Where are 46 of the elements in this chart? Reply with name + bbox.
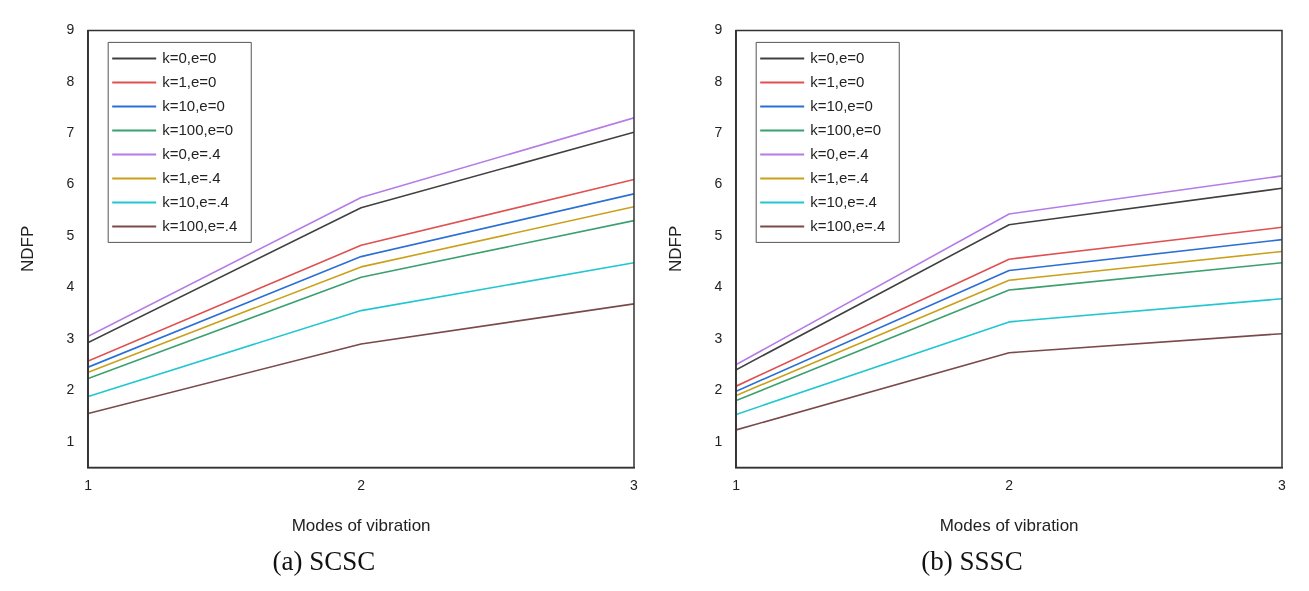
y-tick-label: 7	[714, 124, 723, 141]
x-tick-label: 3	[1278, 476, 1287, 493]
y-tick-label: 5	[714, 226, 723, 243]
y-tick-label: 1	[714, 432, 723, 449]
legend-label: k=1,e=0	[810, 72, 865, 90]
y-tick-label: 2	[714, 381, 723, 398]
legend-label: k=1,e=.4	[810, 168, 869, 186]
y-tick-label: 1	[66, 432, 75, 449]
legend-label: k=100,e=.4	[810, 216, 886, 234]
x-axis-title: Modes of vibration	[291, 516, 431, 536]
legend-label: k=100,e=0	[162, 120, 234, 138]
legend-label: k=0,e=.4	[162, 144, 221, 162]
text: (a) SCSC	[272, 545, 376, 576]
y-tick-label: 7	[66, 124, 75, 141]
legend-label: k=10,e=.4	[810, 192, 877, 210]
x-tick-label: 1	[84, 476, 93, 493]
legend-label: k=0,e=.4	[810, 144, 869, 162]
y-tick-label: 9	[714, 21, 723, 38]
text: (b) SSSC	[921, 545, 1023, 576]
x-tick-label: 2	[1005, 476, 1014, 493]
legend-label: k=1,e=0	[162, 72, 217, 90]
y-axis-title: NDFP	[17, 225, 37, 273]
y-tick-label: 5	[66, 226, 75, 243]
x-tick-label: 2	[357, 476, 366, 493]
y-tick-label: 8	[714, 72, 723, 89]
legend-label: k=100,e=0	[810, 120, 882, 138]
x-tick-label: 3	[630, 476, 639, 493]
x-axis-title: Modes of vibration	[939, 516, 1079, 536]
y-tick-label: 4	[66, 278, 75, 295]
y-tick-label: 8	[66, 72, 75, 89]
y-axis-title: NDFP	[665, 225, 685, 273]
legend-label: k=10,e=.4	[162, 192, 229, 210]
legend-label: k=100,e=.4	[162, 216, 238, 234]
y-tick-label: 4	[714, 278, 723, 295]
y-tick-label: 3	[66, 329, 75, 346]
y-tick-label: 9	[66, 21, 75, 38]
legend-label: k=0,e=0	[810, 48, 865, 66]
x-tick-label: 1	[732, 476, 741, 493]
legend-label: k=10,e=0	[162, 96, 225, 114]
y-tick-label: 6	[66, 175, 75, 192]
y-tick-label: 3	[714, 329, 723, 346]
legend-label: k=1,e=.4	[162, 168, 221, 186]
y-tick-label: 6	[714, 175, 723, 192]
y-tick-label: 2	[66, 381, 75, 398]
legend-label: k=10,e=0	[810, 96, 873, 114]
legend-label: k=0,e=0	[162, 48, 217, 66]
